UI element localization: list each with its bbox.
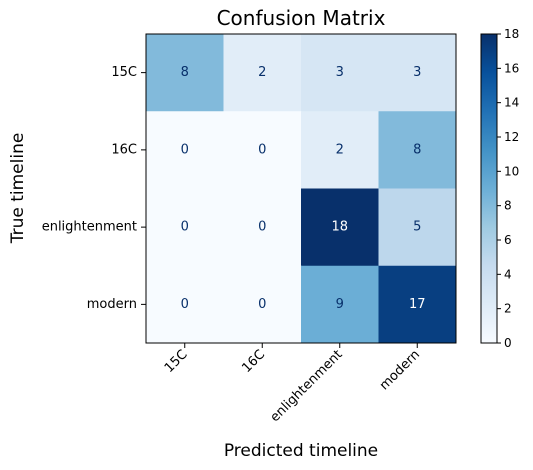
colorbar-tick-label: 12 [504,130,519,144]
matrix-cell [378,265,457,344]
matrix-cell [223,34,302,112]
colorbar-tick-label: 10 [504,164,519,178]
matrix-cell [301,34,379,112]
y-axis-ticks: 15C 16C enlightenment modern [42,65,146,312]
cell-value-label: 17 [409,297,426,312]
matrix-cell [146,188,224,267]
x-axis-ticks: 15C 16C enlightenment modern [162,343,423,425]
y-tick-label: enlightenment [42,220,137,235]
x-tick-label: modern [377,347,423,393]
colorbar-tick-label: 8 [504,199,512,213]
matrix-cell [223,111,302,189]
cell-value-label: 0 [258,220,266,235]
matrix-cell [146,111,224,189]
colorbar-tick-label: 16 [504,61,519,75]
cell-value-label: 0 [181,297,189,312]
cell-value-label: 0 [181,220,189,235]
colorbar-tick-label: 14 [504,96,519,110]
y-tick-label: 15C [111,65,137,80]
cell-value-label: 8 [413,142,421,157]
cell-value-label: 2 [258,65,266,80]
cell-value-label: 8 [181,65,189,80]
matrix-cell [146,265,224,344]
x-tick-label: 15C [162,347,191,376]
cell-value-label: 3 [336,65,344,80]
colorbar-tick-label: 18 [504,27,519,41]
colorbar-tick-label: 2 [504,302,512,316]
colorbar-tick-label: 4 [504,267,512,281]
matrix-cell [223,188,302,267]
cell-value-label: 9 [336,297,344,312]
colorbar-ticks: 0 2 4 6 8 10 12 14 16 18 [497,27,519,350]
matrix-cell [378,34,457,112]
matrix-cell [378,111,457,189]
colorbar [480,33,498,344]
x-tick-label: 16C [239,347,268,376]
plot-frame [145,33,457,344]
cell-value-label: 5 [413,220,421,235]
cell-value-label: 0 [258,297,266,312]
x-axis-title: Predicted timeline [224,441,378,461]
cell-value-label: 0 [181,142,189,157]
x-tick-label: enlightenment [268,347,346,425]
cell-value-label: 0 [258,142,266,157]
y-tick-label: modern [87,297,137,312]
colorbar-tick-label: 6 [504,233,512,247]
matrix-cell [301,188,379,267]
cell-value-label: 18 [331,220,348,235]
y-tick-label: 16C [111,142,137,157]
matrix-cell [301,111,379,189]
matrix-cell [378,188,457,267]
matrix-cells [146,34,457,344]
matrix-cell [146,34,224,112]
matrix-cell [223,265,302,344]
matrix-cell [301,265,379,344]
y-axis-title: True timeline [8,133,28,245]
chart-title: Confusion Matrix [217,6,386,30]
colorbar-tick-label: 0 [504,336,512,350]
cell-value-label: 3 [413,65,421,80]
matrix-cell-labels: 8 2 3 3 0 0 2 8 0 0 18 5 0 0 9 17 [181,65,426,312]
cell-value-label: 2 [336,142,344,157]
